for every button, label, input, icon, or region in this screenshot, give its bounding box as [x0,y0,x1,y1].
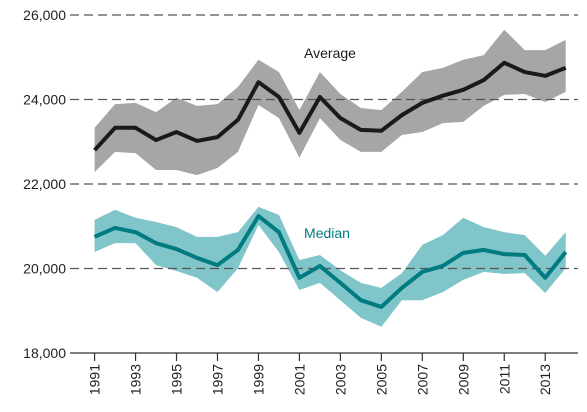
series-line [93,214,568,309]
x-tick-label: 1993 [128,364,144,395]
x-tick-label: 2007 [414,364,430,395]
band [94,206,566,327]
series-label: Median [304,225,350,241]
x-tick-label: 2013 [537,364,553,395]
x-tick-label: 2005 [373,364,389,395]
y-tick-label: 24,000 [23,92,66,108]
x-tick-label: 1997 [209,364,225,395]
series-line [93,60,567,152]
x-tick-label: 2003 [332,364,348,395]
x-tick-label: 1995 [169,364,185,395]
x-tick-label: 2001 [291,364,307,395]
x-tick-label: 2009 [455,364,471,395]
x-tick-label: 2011 [496,364,512,394]
y-tick-label: 20,000 [23,261,66,277]
x-tick-label: 1999 [250,364,266,395]
y-tick-label: 22,000 [23,176,66,192]
y-tick-label: 26,000 [23,7,66,23]
y-tick-label: 18,000 [23,345,66,361]
x-tick-label: 1991 [87,364,103,395]
series-label: Average [304,45,356,61]
